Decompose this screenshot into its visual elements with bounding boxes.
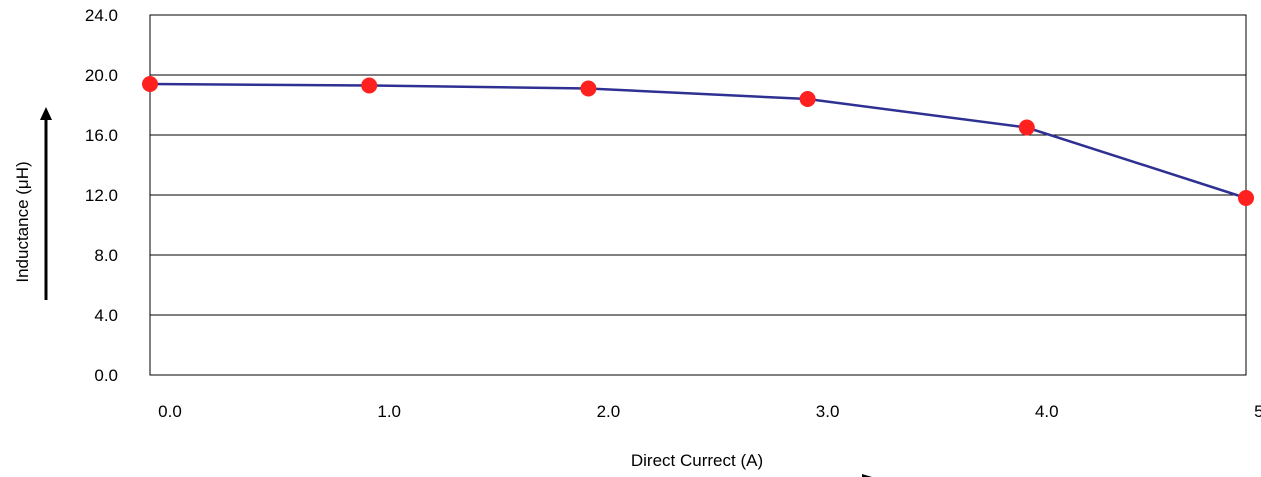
y-tick-label: 8.0 — [94, 246, 118, 265]
x-tick-label: 2.0 — [597, 402, 621, 421]
x-tick-label: 1.0 — [377, 402, 401, 421]
x-tick-label: 4.0 — [1035, 402, 1059, 421]
y-axis-arrow-icon — [40, 107, 52, 300]
data-point — [361, 77, 378, 94]
y-tick-labels: 0.0 4.0 8.0 12.0 16.0 20.0 24.0 — [85, 6, 118, 385]
series-line — [149, 82, 1247, 200]
y-tick-label: 4.0 — [94, 306, 118, 325]
x-tick-label: 5.0 — [1254, 402, 1261, 421]
series-points — [142, 76, 1254, 206]
y-axis-title: Inductance (μH) — [13, 161, 32, 282]
x-axis-title: Direct Currect (A) — [631, 451, 763, 470]
y-tick-label: 0.0 — [94, 366, 118, 385]
x-tick-labels: 0.0 1.0 2.0 3.0 4.0 5.0 — [158, 402, 1261, 421]
x-axis-arrow-icon — [862, 474, 872, 477]
grid-lines — [150, 14, 1246, 376]
x-tick-label: 0.0 — [158, 402, 182, 421]
y-tick-label: 24.0 — [85, 6, 118, 25]
data-point — [799, 91, 816, 107]
data-point — [1238, 190, 1254, 206]
y-tick-label: 16.0 — [85, 126, 118, 145]
y-tick-label: 20.0 — [85, 66, 118, 85]
data-point — [1018, 119, 1035, 136]
series-lines — [149, 82, 1247, 200]
y-tick-label: 12.0 — [85, 186, 118, 205]
x-tick-label: 3.0 — [816, 402, 840, 421]
data-point — [142, 76, 158, 92]
data-point — [580, 80, 597, 97]
